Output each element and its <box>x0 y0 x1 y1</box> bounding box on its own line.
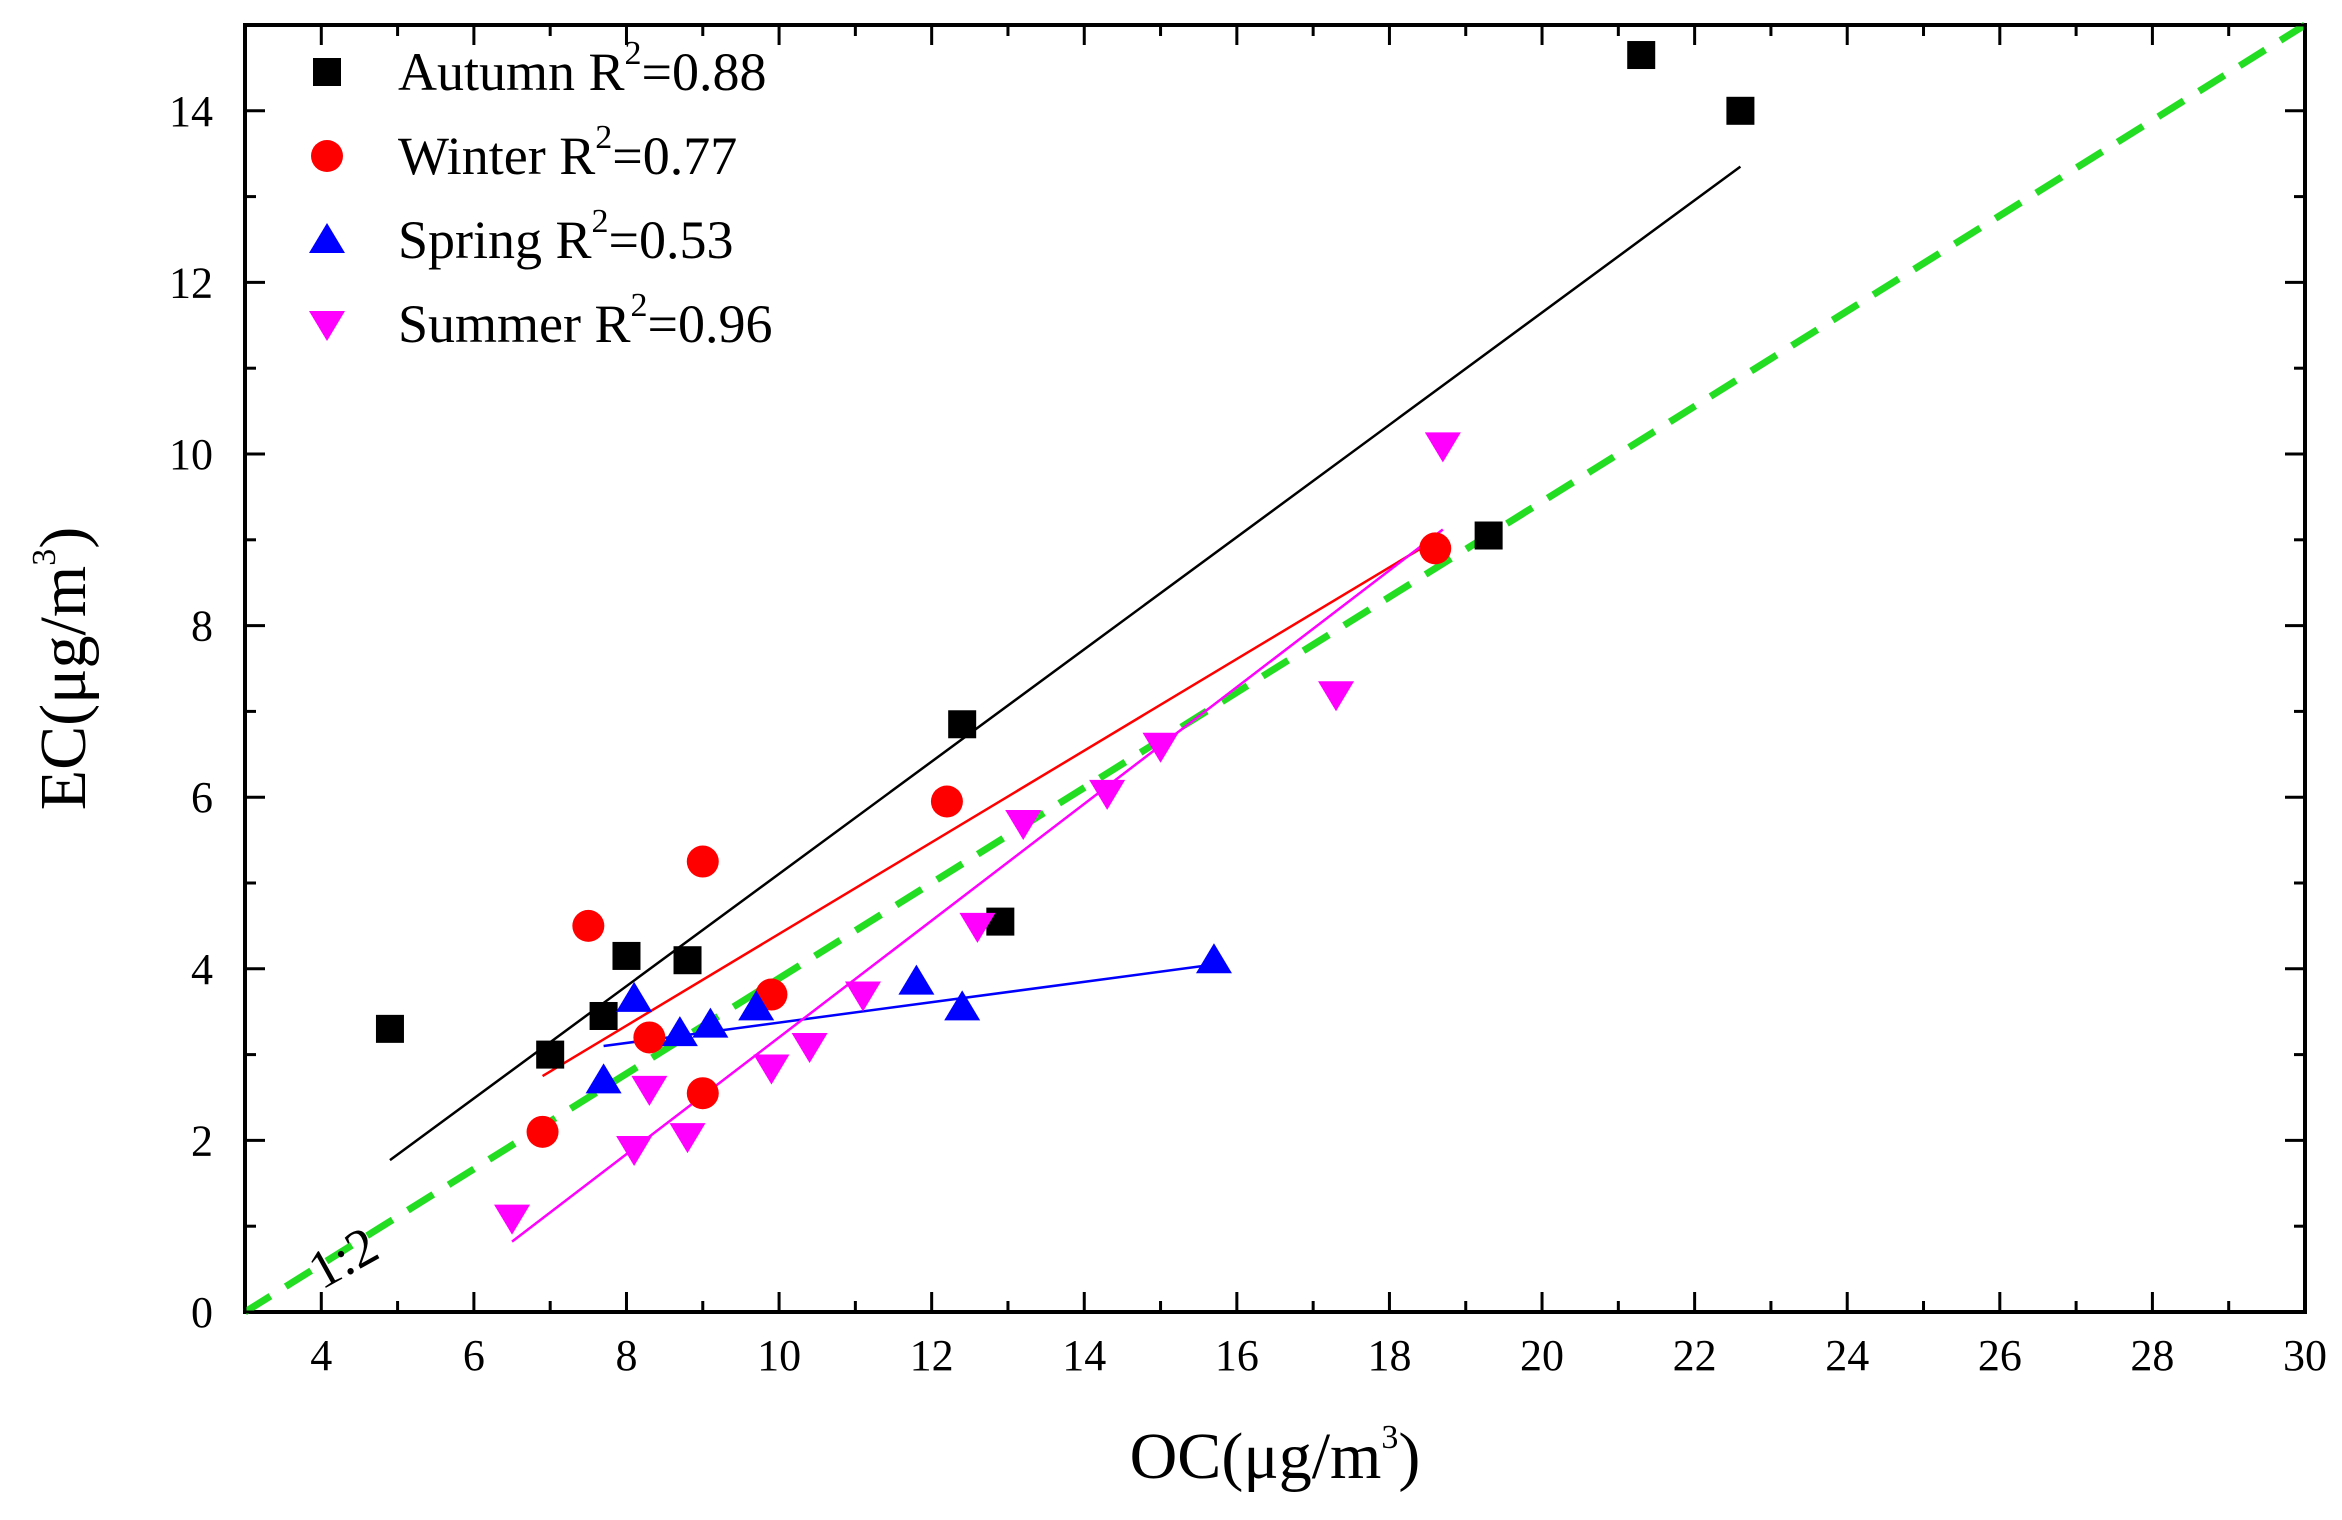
x-axis-title: OC(μg/m3) <box>1130 1419 1421 1493</box>
data-point-winter <box>633 1021 666 1054</box>
legend-marker-summer <box>309 311 345 341</box>
data-point-autumn <box>589 1001 618 1030</box>
y-axis-title: EC(μg/m3) <box>26 527 100 810</box>
data-point-summer <box>1318 681 1355 712</box>
data-point-winter <box>930 785 963 818</box>
plot-frame <box>243 23 2307 1314</box>
legend-r2-value: =0.96 <box>648 294 773 354</box>
data-point-spring <box>944 990 981 1021</box>
data-point-summer <box>753 1054 790 1085</box>
y-tick-label: 4 <box>191 945 213 994</box>
y-tick-label: 2 <box>191 1116 213 1165</box>
data-point-summer <box>791 1033 828 1064</box>
legend-series-name: Autumn R <box>398 42 625 102</box>
data-point-summer <box>959 912 996 943</box>
data-point-summer <box>1005 809 1042 840</box>
data-point-autumn <box>1627 41 1656 70</box>
data-point-summer <box>616 1135 653 1166</box>
legend-r2-value: =0.53 <box>609 210 734 270</box>
x-tick-label: 20 <box>1520 1331 1564 1380</box>
data-point-autumn <box>1726 96 1755 125</box>
x-tick-label: 14 <box>1062 1331 1106 1380</box>
data-point-winter <box>526 1115 559 1148</box>
data-point-summer <box>1424 432 1461 463</box>
data-point-summer <box>494 1204 531 1235</box>
reference-line <box>243 22 2307 1315</box>
data-point-winter <box>572 909 605 942</box>
legend-series-name: Spring R <box>398 210 592 270</box>
y-tick-label: 12 <box>169 258 213 307</box>
legend-label-winter: Winter R2=0.77 <box>398 119 737 186</box>
legend-superscript: 2 <box>625 35 642 72</box>
legend-marker-spring <box>309 223 345 253</box>
x-tick-label: 12 <box>910 1331 954 1380</box>
data-point-autumn <box>948 710 977 739</box>
legend-label-summer: Summer R2=0.96 <box>398 287 772 354</box>
x-tick-label: 8 <box>615 1331 637 1380</box>
y-tick-label: 14 <box>169 87 213 136</box>
data-point-winter <box>686 1077 719 1110</box>
data-point-summer <box>669 1123 706 1154</box>
data-point-spring <box>898 964 935 995</box>
data-point-winter <box>1419 532 1452 565</box>
legend-marker-winter <box>311 140 343 172</box>
reference-line-layer <box>243 22 2307 1315</box>
x-tick-label: 28 <box>2130 1331 2174 1380</box>
data-point-summer <box>1089 779 1126 810</box>
data-point-autumn <box>612 941 641 970</box>
data-point-summer <box>845 981 881 1012</box>
data-point-spring <box>738 990 775 1021</box>
legend-marker-autumn <box>313 58 341 86</box>
data-point-autumn <box>986 907 1015 936</box>
x-tick-label: 6 <box>463 1331 485 1380</box>
x-tick-label: 30 <box>2283 1331 2327 1380</box>
legend-superscript: 2 <box>631 287 648 324</box>
legend-series-name: Winter R <box>398 126 595 186</box>
data-point-autumn <box>1474 521 1503 550</box>
legend-series-name: Summer R <box>398 294 631 354</box>
legend-superscript: 2 <box>595 119 612 156</box>
legend-r2-value: =0.77 <box>612 126 737 186</box>
data-point-summer <box>1142 732 1179 763</box>
data-point-spring <box>585 1063 622 1094</box>
x-tick-label: 16 <box>1215 1331 1259 1380</box>
data-point-spring <box>692 1007 729 1038</box>
legend-label-spring: Spring R2=0.53 <box>398 203 734 270</box>
x-tick-label: 24 <box>1825 1331 1869 1380</box>
legend-label-autumn: Autumn R2=0.88 <box>398 35 767 102</box>
y-tick-label: 0 <box>191 1288 213 1337</box>
y-tick-label: 6 <box>191 773 213 822</box>
x-tick-label: 4 <box>310 1331 332 1380</box>
y-tick-label: 10 <box>169 430 213 479</box>
data-point-autumn <box>375 1014 404 1043</box>
data-point-spring <box>661 1016 698 1047</box>
data-point-summer <box>631 1075 668 1106</box>
y-tick-label: 8 <box>191 602 213 651</box>
data-point-winter <box>686 845 719 878</box>
data-point-spring <box>1195 943 1232 974</box>
legend-r2-value: =0.88 <box>642 42 767 102</box>
x-tick-label: 26 <box>1978 1331 2022 1380</box>
fit-line-autumn <box>389 165 1742 1162</box>
fit-line-winter <box>541 538 1436 1078</box>
x-tick-label: 22 <box>1673 1331 1717 1380</box>
marker-layer <box>375 41 1755 1235</box>
x-tick-label: 18 <box>1367 1331 1411 1380</box>
data-point-spring <box>616 981 653 1012</box>
data-point-autumn <box>536 1040 565 1069</box>
data-point-autumn <box>673 946 702 975</box>
legend-superscript: 2 <box>592 203 609 240</box>
x-tick-label: 10 <box>757 1331 801 1380</box>
fit-line-summer <box>511 528 1444 1243</box>
